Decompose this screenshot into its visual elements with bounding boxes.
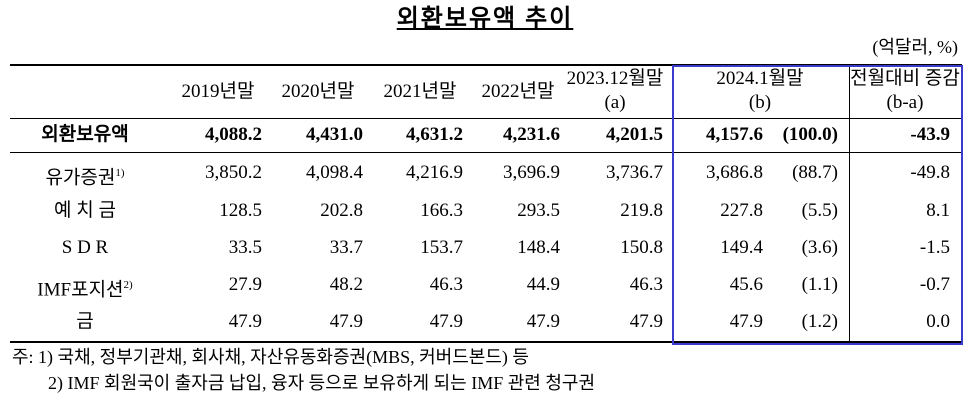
header-cell: 2024.1월말 xyxy=(716,68,804,89)
note: 주: 1) 국채, 정부기관채, 회사채, 자산유동화증권(MBS, 커버드본드… xyxy=(12,347,529,367)
row-label: 금 xyxy=(10,311,160,333)
cell: 4,631.2 xyxy=(406,124,463,145)
cell: (88.7) xyxy=(792,162,838,183)
cell: 47.9 xyxy=(526,311,560,332)
header-cell: (b) xyxy=(748,92,772,113)
cell: 4,098.4 xyxy=(306,162,363,183)
label-text: IMF포지션 xyxy=(37,279,124,301)
cell: 227.8 xyxy=(720,200,763,221)
cell: 47.9 xyxy=(329,311,363,332)
header-cell: 전월대비 증감 xyxy=(850,68,960,89)
cell: 150.8 xyxy=(620,237,663,258)
cell: (5.5) xyxy=(801,200,838,221)
highlight-box xyxy=(672,65,963,345)
cell: 4,216.9 xyxy=(406,162,463,183)
unit: (억달러, %) xyxy=(872,37,958,57)
cell: 4,201.5 xyxy=(606,124,663,145)
rule xyxy=(849,65,850,342)
cell: 4,231.6 xyxy=(503,124,560,145)
cell: 4,157.6 xyxy=(706,124,763,145)
cell: 44.9 xyxy=(526,274,560,295)
cell: -43.9 xyxy=(910,124,950,145)
row-label: 유가증권1) xyxy=(10,162,160,189)
cell: 45.6 xyxy=(729,274,763,295)
cell: (100.0) xyxy=(782,124,838,145)
cell: 33.5 xyxy=(228,237,262,258)
rule xyxy=(10,152,962,153)
cell: 148.4 xyxy=(517,237,560,258)
cell: 47.9 xyxy=(729,311,763,332)
cell: 3,686.8 xyxy=(706,162,763,183)
cell: 166.3 xyxy=(420,200,463,221)
cell: 47.9 xyxy=(228,311,262,332)
cell: 0.0 xyxy=(926,311,950,332)
cell: (1.2) xyxy=(801,311,838,332)
row-label: S D R xyxy=(10,237,160,259)
cell: 33.7 xyxy=(329,237,363,258)
label-text: 금 xyxy=(76,311,94,332)
cell: 293.5 xyxy=(517,200,560,221)
row-label: 예 치 금 xyxy=(10,200,160,222)
cell: 48.2 xyxy=(329,274,363,295)
footnote-mark: 2) xyxy=(123,279,133,291)
header-cell: 2023.12월말 xyxy=(566,68,664,89)
cell: 47.9 xyxy=(629,311,663,332)
cell: 3,736.7 xyxy=(606,162,663,183)
footnote-mark: 1) xyxy=(115,167,125,179)
cell: (3.6) xyxy=(801,237,838,258)
cell: 3,696.9 xyxy=(503,162,560,183)
rule xyxy=(10,341,962,343)
row-label: IMF포지션2) xyxy=(10,274,160,301)
cell: 153.7 xyxy=(420,237,463,258)
cell: 128.5 xyxy=(219,200,262,221)
label-text: 예 치 금 xyxy=(54,200,116,221)
cell: 4,088.2 xyxy=(205,124,262,145)
cell: 149.4 xyxy=(720,237,763,258)
cell: 3,850.2 xyxy=(205,162,262,183)
header-cell: 2021년말 xyxy=(383,81,457,102)
header-cell: 2022년말 xyxy=(481,81,555,102)
header-cell: 2020년말 xyxy=(281,81,355,102)
header-cell: 2019년말 xyxy=(181,81,255,102)
cell: -1.5 xyxy=(919,237,950,258)
cell: 47.9 xyxy=(429,311,463,332)
cell: -49.8 xyxy=(910,162,950,183)
cell: 46.3 xyxy=(429,274,463,295)
cell: 8.1 xyxy=(926,200,950,221)
cell: (1.1) xyxy=(801,274,838,295)
cell: 27.9 xyxy=(228,274,262,295)
title: 외환보유액 추이 xyxy=(396,6,574,32)
rule xyxy=(10,64,962,66)
label-text: 유가증권 xyxy=(45,167,116,189)
cell: -0.7 xyxy=(919,274,950,295)
label-text: S D R xyxy=(61,237,109,258)
cell: 4,431.0 xyxy=(306,124,363,145)
cell: 219.8 xyxy=(620,200,663,221)
note: 2) IMF 회원국이 출자금 납입, 융자 등으로 보유하게 되는 IMF 관… xyxy=(48,373,596,393)
cell: 202.8 xyxy=(320,200,363,221)
rule xyxy=(10,118,962,119)
label-text: 외환보유액 xyxy=(41,124,129,145)
row-label: 외환보유액 xyxy=(10,124,160,146)
header-cell: (a) xyxy=(604,92,626,113)
cell: 46.3 xyxy=(629,274,663,295)
header-cell: (b-a) xyxy=(886,92,924,113)
